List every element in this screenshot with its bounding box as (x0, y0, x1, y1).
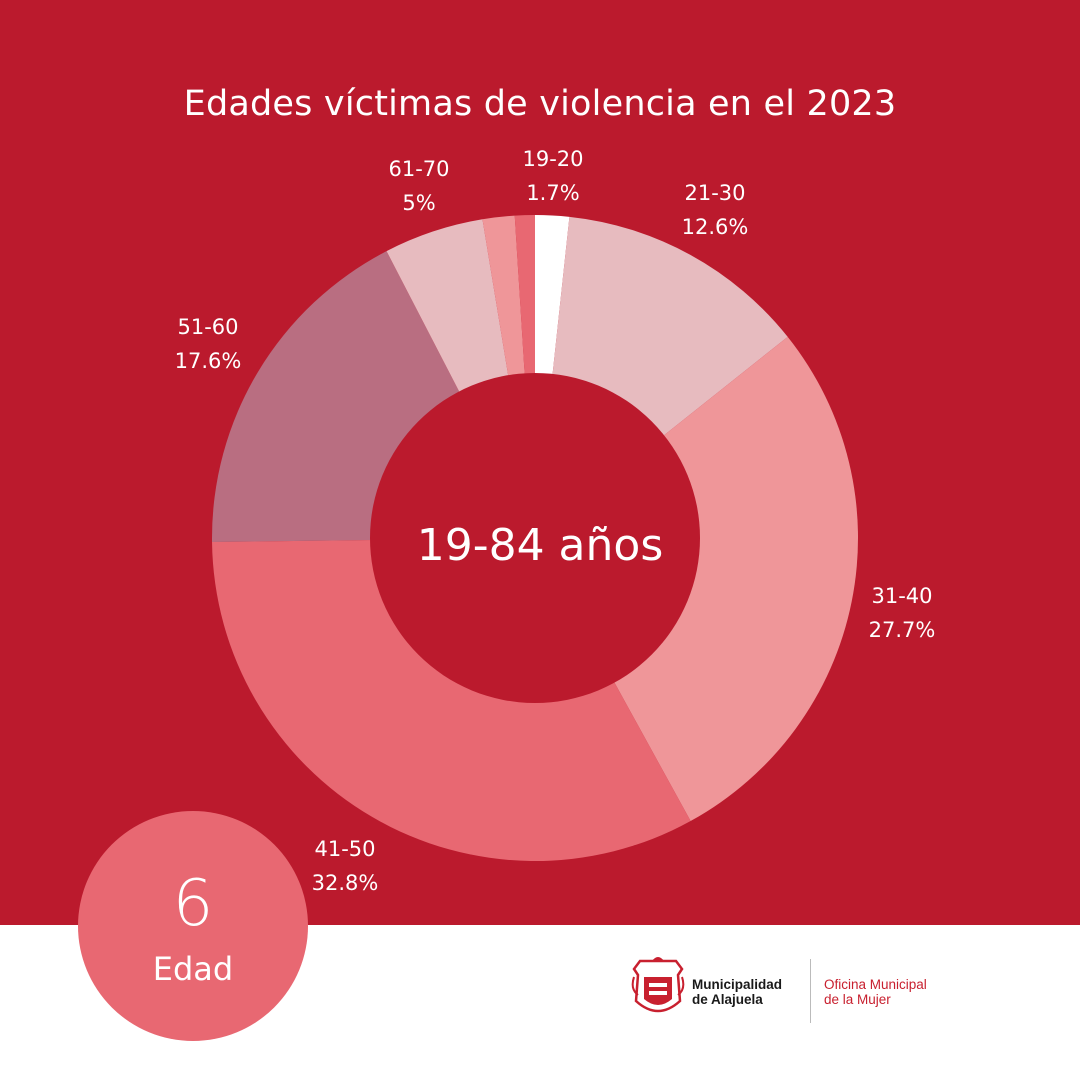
slice-percent-label: 27.7% (869, 618, 936, 642)
badge-number: 6 (172, 867, 214, 941)
footer-logo: Municipalidad de Alajuela Oficina Munici… (630, 955, 960, 1025)
slice-percent-label: 32.8% (312, 871, 379, 895)
donut-hole (370, 373, 700, 703)
municipality-name-line1: Municipalidad (692, 977, 783, 992)
badge-label: Edad (152, 950, 234, 988)
slice-range-label: 19-20 (522, 147, 583, 171)
slice-percent-label: 12.6% (682, 215, 749, 239)
donut-slice-31-40 (535, 336, 858, 822)
center-label: 19-84 años (417, 520, 664, 571)
office-name-line1: Oficina Municipal (824, 977, 927, 992)
municipality-name-line2: de Alajuela (692, 992, 763, 1007)
logo-divider (810, 959, 811, 1023)
chart-title: Edades víctimas de violencia en el 2023 (183, 84, 897, 124)
slice-range-label: 61-70 (388, 157, 449, 181)
slice-percent-label: 1.7% (526, 181, 579, 205)
slice-range-label: 21-30 (684, 181, 745, 205)
slice-range-label: 31-40 (871, 584, 932, 608)
municipality-name: Municipalidad de Alajuela (692, 977, 782, 1007)
slice-range-label: 51-60 (177, 315, 238, 339)
slice-range-label: 41-50 (314, 837, 375, 861)
section-badge: 6 Edad (78, 811, 308, 1041)
office-name: Oficina Municipal de la Mujer (824, 977, 927, 1007)
office-name-line2: de la Mujer (824, 992, 891, 1007)
slice-percent-label: 5% (402, 191, 435, 215)
slice-percent-label: 17.6% (175, 349, 242, 373)
municipal-seal-icon (631, 957, 685, 1013)
